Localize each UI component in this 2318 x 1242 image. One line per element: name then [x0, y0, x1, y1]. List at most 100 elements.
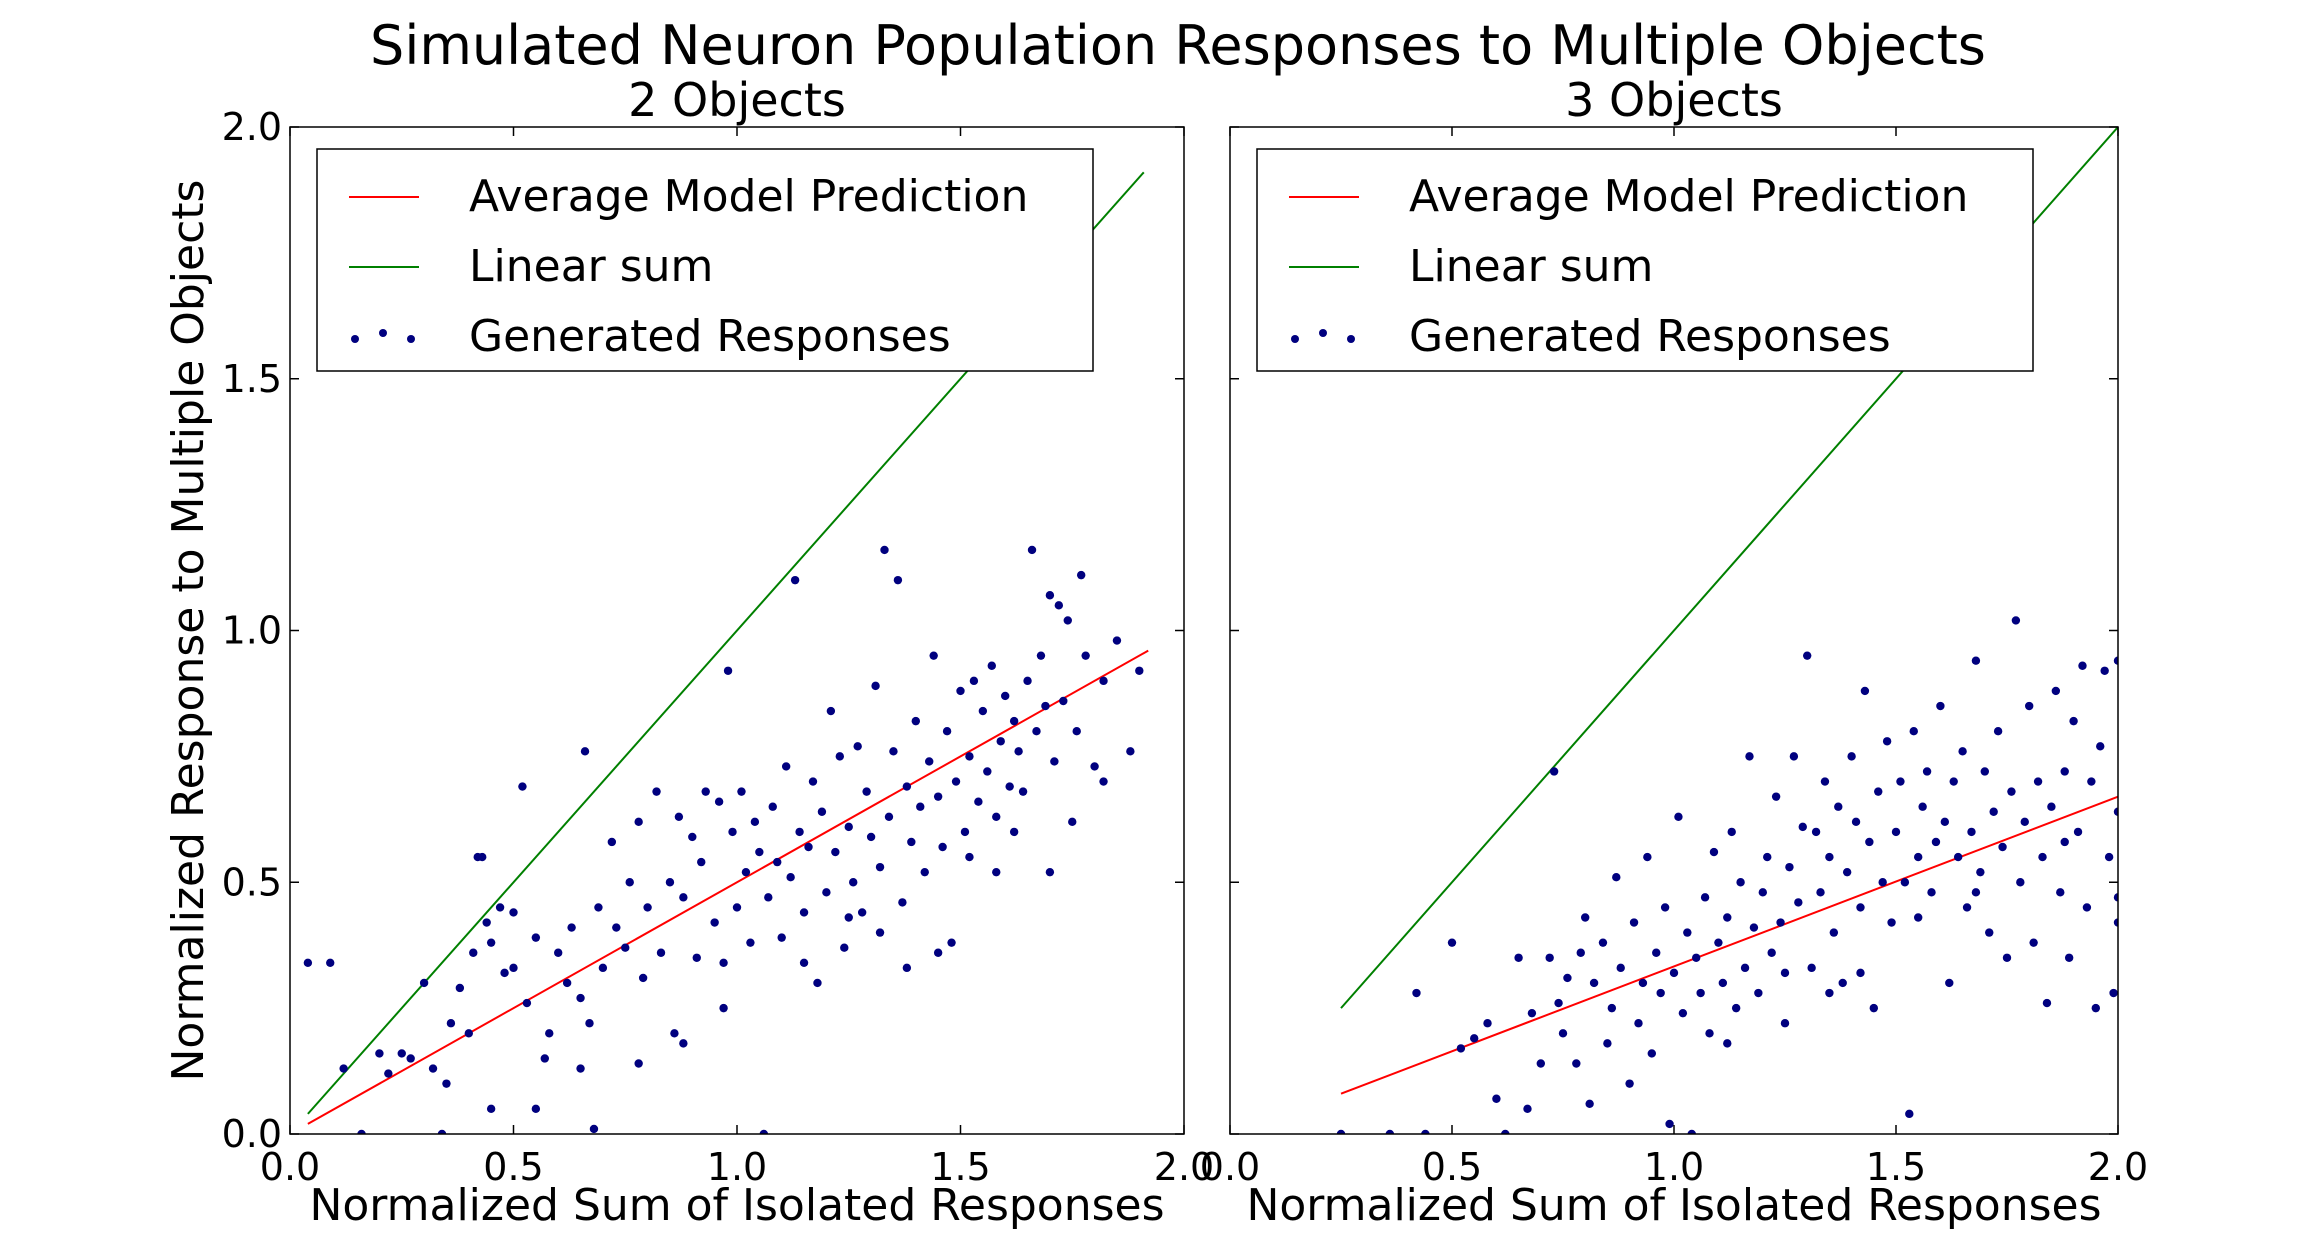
data-point — [2109, 988, 2118, 998]
data-point — [1589, 978, 1599, 988]
data-point — [1736, 878, 1745, 887]
data-point — [509, 963, 518, 973]
data-point — [1865, 837, 1874, 847]
data-point — [1891, 827, 1901, 837]
data-point — [1612, 873, 1621, 882]
y-axis-label: Normalized Response to Multiple Objects — [163, 180, 214, 1082]
data-point — [1869, 1003, 1879, 1013]
data-point — [567, 923, 576, 932]
data-point — [1629, 918, 1639, 927]
data-point — [580, 747, 590, 756]
data-point — [1829, 928, 1839, 937]
data-point — [1076, 570, 1086, 580]
data-point — [835, 752, 845, 761]
data-point — [844, 913, 853, 922]
plot-area-2-objects — [303, 171, 1149, 1134]
data-point — [799, 908, 809, 917]
legend-label: Linear sum — [1409, 241, 1653, 292]
data-point — [1900, 878, 1910, 887]
data-point — [1927, 888, 1936, 897]
data-point — [956, 686, 965, 696]
data-point — [1945, 978, 1954, 988]
data-point — [746, 938, 755, 947]
x-tick-label: 0.0 — [1200, 1145, 1260, 1189]
y-tick-label: 1.5 — [222, 357, 282, 401]
legend-box — [1256, 148, 2034, 372]
data-point — [893, 575, 903, 585]
data-point — [1625, 1079, 1634, 1088]
data-point — [2096, 742, 2105, 751]
legend-marker-swatch — [351, 335, 359, 343]
data-point — [862, 787, 871, 796]
data-point — [1492, 1094, 1501, 1103]
data-point — [938, 842, 947, 852]
data-point — [1905, 1109, 1914, 1119]
data-point — [2113, 918, 2118, 927]
data-point — [1470, 1034, 1479, 1043]
data-point — [2007, 787, 2016, 796]
data-point — [679, 893, 688, 902]
data-point — [375, 1049, 384, 1058]
data-point — [1572, 1059, 1581, 1068]
data-point — [1660, 903, 1670, 912]
data-point — [1652, 948, 1661, 957]
data-point — [1549, 767, 1559, 776]
data-point — [723, 666, 733, 675]
data-point — [1041, 701, 1050, 711]
data-point — [1860, 686, 1870, 696]
data-point — [987, 661, 996, 670]
data-point — [1412, 988, 1421, 998]
data-point — [1456, 1044, 1466, 1053]
data-point — [469, 948, 478, 957]
data-point — [1558, 1029, 1568, 1038]
data-point — [2020, 817, 2029, 827]
data-point — [518, 782, 527, 791]
data-point — [1068, 817, 1077, 827]
data-point — [1027, 545, 1037, 555]
data-point — [1687, 1129, 1696, 1134]
data-point — [1847, 752, 1856, 761]
data-point — [1971, 656, 1981, 665]
data-point — [799, 958, 809, 968]
data-point — [1603, 1039, 1612, 1048]
data-point — [540, 1054, 549, 1063]
data-point — [612, 923, 621, 932]
data-point — [786, 873, 795, 882]
data-point — [808, 777, 818, 786]
x-tick-label: 1.0 — [707, 1145, 767, 1189]
data-point — [2025, 701, 2034, 711]
data-point — [1731, 1003, 1741, 1013]
data-point — [902, 963, 912, 973]
data-point — [1936, 701, 1945, 711]
data-point — [929, 651, 938, 660]
data-point — [1072, 727, 1081, 736]
data-point — [1647, 1049, 1657, 1058]
data-point — [701, 787, 710, 796]
data-point — [665, 878, 675, 887]
data-point — [933, 792, 943, 801]
data-point — [1953, 852, 1963, 862]
data-point — [697, 857, 706, 867]
data-point — [446, 1019, 456, 1028]
data-point — [933, 948, 943, 957]
data-point — [589, 1124, 599, 1134]
data-point — [2042, 998, 2052, 1008]
data-point — [585, 1019, 594, 1028]
x-tick-label: 2.0 — [2088, 1145, 2148, 1189]
data-point — [804, 842, 813, 852]
data-point — [1665, 1119, 1674, 1129]
data-point — [2113, 807, 2118, 816]
data-point — [1962, 903, 1972, 912]
legend-marker-swatch — [1347, 335, 1355, 343]
data-point — [437, 1129, 447, 1134]
data-point — [531, 1104, 541, 1114]
data-point — [594, 903, 603, 912]
data-point — [1483, 1019, 1492, 1028]
data-point — [1669, 968, 1679, 978]
data-point — [634, 1059, 643, 1068]
data-point — [406, 1054, 415, 1063]
data-point — [1842, 867, 1852, 877]
data-point — [764, 893, 773, 902]
data-point — [1059, 696, 1068, 706]
